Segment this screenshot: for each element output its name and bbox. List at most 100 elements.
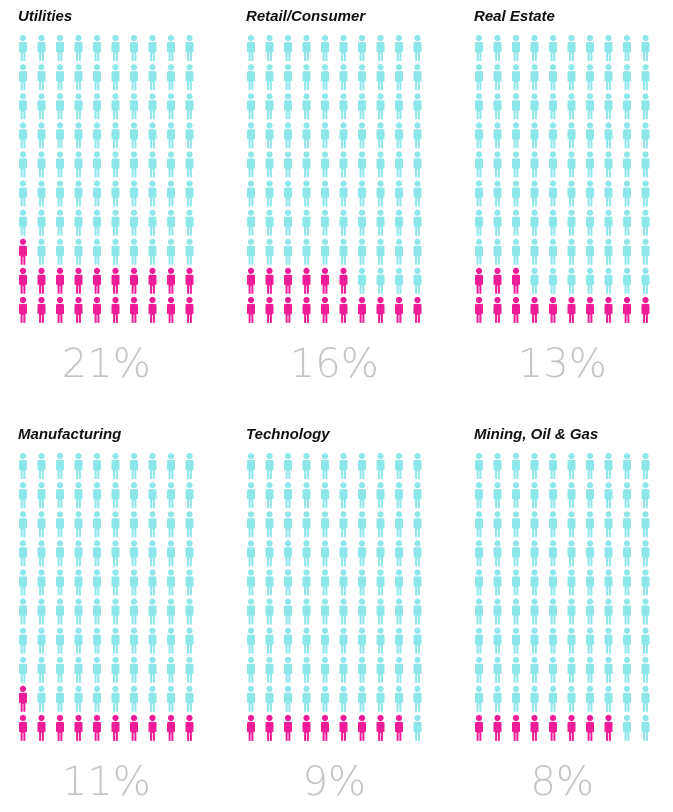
person-icon: [19, 453, 27, 479]
percent-label: 21%: [62, 341, 151, 387]
person-icon: [604, 151, 613, 178]
person-icon: [493, 93, 502, 120]
person-icon: [376, 569, 385, 596]
person-icon: [493, 714, 502, 741]
person-icon: [111, 656, 120, 683]
panel-4: Manufacturing 11%: [18, 426, 194, 805]
person-icon: [111, 93, 120, 120]
person-icon: [37, 569, 46, 596]
person-icon: [56, 453, 64, 479]
person-icon: [339, 540, 348, 567]
person-icon: [512, 627, 520, 654]
person-icon: [247, 598, 255, 625]
person-icon: [493, 64, 502, 91]
person-icon: [130, 569, 138, 596]
person-icon: [376, 122, 385, 149]
person-icon: [530, 238, 539, 265]
person-icon: [185, 482, 194, 509]
person-icon: [358, 569, 366, 596]
person-icon: [19, 540, 27, 567]
person-icon: [623, 685, 631, 712]
person-icon: [623, 511, 631, 538]
person-icon: [567, 64, 576, 91]
person-icon: [265, 685, 274, 712]
person-icon: [512, 180, 520, 207]
person-icon: [493, 540, 502, 567]
person-icon: [339, 627, 348, 654]
person-icon: [167, 238, 175, 265]
person-icon: [339, 296, 348, 323]
person-icon: [56, 267, 64, 294]
person-icon: [247, 238, 255, 265]
person-icon: [376, 714, 385, 741]
person-icon: [148, 714, 157, 741]
percent-label: 16%: [290, 341, 379, 387]
person-icon: [247, 511, 255, 538]
person-icon: [247, 685, 255, 712]
person-icon: [413, 267, 422, 294]
person-icon: [376, 511, 385, 538]
person-icon: [19, 511, 27, 538]
person-icon: [567, 511, 576, 538]
person-icon: [586, 93, 594, 120]
person-icon: [376, 598, 385, 625]
person-icon: [265, 656, 274, 683]
person-icon: [376, 35, 385, 61]
person-icon: [284, 540, 292, 567]
person-icon: [265, 35, 274, 61]
person-icon: [321, 685, 329, 712]
person-icon: [167, 453, 175, 479]
person-icon: [641, 151, 650, 178]
person-icon: [130, 267, 138, 294]
person-icon: [475, 209, 483, 236]
person-icon: [413, 714, 422, 741]
person-icon: [19, 151, 27, 178]
person-icon: [376, 685, 385, 712]
person-icon: [376, 64, 385, 91]
person-icon: [167, 64, 175, 91]
person-icon: [586, 296, 594, 323]
person-icon: [549, 656, 557, 683]
person-icon: [321, 627, 329, 654]
person-icon: [321, 296, 329, 323]
person-icon: [302, 685, 311, 712]
person-icon: [567, 122, 576, 149]
person-icon: [358, 238, 366, 265]
person-icon: [339, 238, 348, 265]
person-icon: [530, 511, 539, 538]
person-icon: [475, 656, 483, 683]
person-icon: [512, 296, 520, 323]
person-icon: [358, 151, 366, 178]
person-icon: [37, 151, 46, 178]
person-icon: [586, 180, 594, 207]
person-icon: [512, 64, 520, 91]
person-icon: [93, 267, 101, 294]
person-icon: [265, 627, 274, 654]
person-icon: [641, 93, 650, 120]
person-icon: [530, 627, 539, 654]
person-icon: [549, 453, 557, 479]
percent-label: 11%: [62, 759, 151, 805]
person-icon: [549, 540, 557, 567]
person-icon: [623, 209, 631, 236]
person-icon: [93, 122, 101, 149]
person-icon: [530, 685, 539, 712]
person-icon: [567, 714, 576, 741]
person-icon: [413, 627, 422, 654]
person-icon: [339, 35, 348, 61]
person-icon: [37, 296, 46, 323]
person-icon: [623, 598, 631, 625]
person-icon: [130, 35, 138, 61]
person-icon: [641, 453, 650, 479]
person-icon: [530, 209, 539, 236]
person-icon: [302, 569, 311, 596]
person-icon: [111, 598, 120, 625]
person-icon: [74, 598, 83, 625]
person-icon: [586, 511, 594, 538]
person-icon: [321, 511, 329, 538]
person-icon: [623, 267, 631, 294]
person-icon: [167, 482, 175, 509]
person-icon: [567, 598, 576, 625]
person-icon: [604, 296, 613, 323]
person-icon: [493, 296, 502, 323]
